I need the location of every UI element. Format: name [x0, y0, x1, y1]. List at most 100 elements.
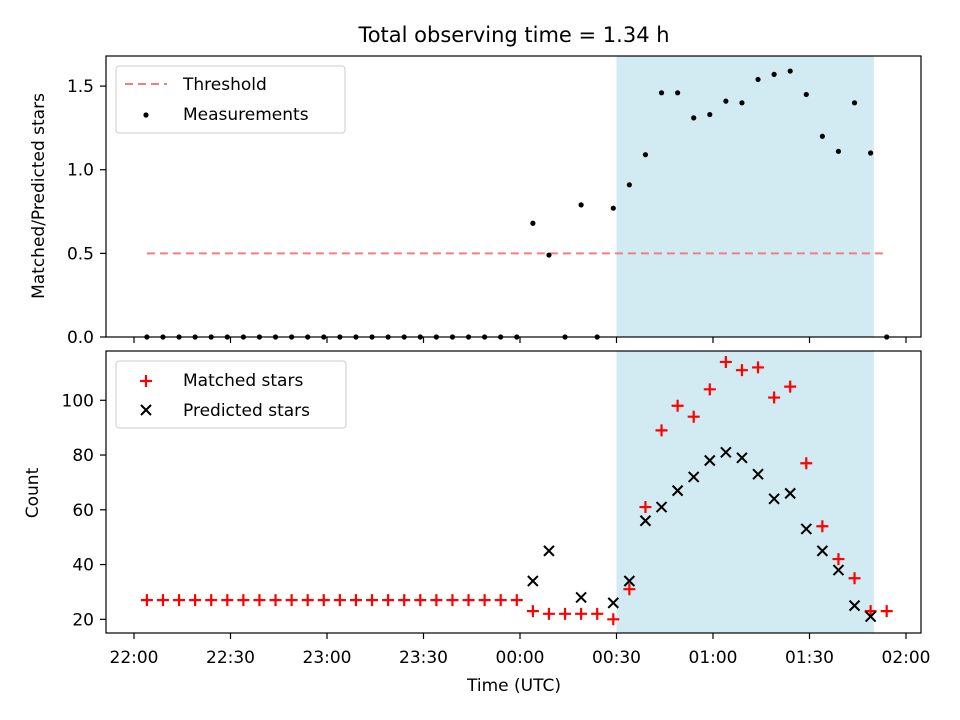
legend-predicted-label: Predicted stars	[183, 401, 310, 421]
matched-star-marker	[189, 594, 202, 607]
y-tick-label: 1.5	[67, 77, 94, 97]
predicted-star-marker	[720, 446, 732, 459]
legend-matched-label: Matched stars	[183, 371, 303, 391]
matched-star-marker	[510, 594, 523, 607]
predicted-star-marker	[687, 471, 700, 483]
matched-star-marker	[832, 553, 845, 566]
measurement-point	[546, 252, 552, 258]
predicted-star-marker	[607, 597, 619, 609]
observing-window-top	[616, 56, 874, 337]
predicted-star-marker	[543, 545, 555, 557]
y-tick-label: 0.0	[67, 328, 94, 348]
predicted-star-marker	[655, 501, 668, 513]
x-tick-label: 02:00	[882, 648, 931, 668]
y-tick-label: 1.0	[67, 161, 94, 181]
y-tick-label: 100	[62, 391, 94, 411]
matched-star-marker	[703, 383, 716, 396]
measurement-point	[723, 98, 729, 104]
x-tick-label: 00:00	[496, 648, 545, 668]
bottom-x-axis: 22:00 22:30 23:00 23:30 00:00 00:30 01:00 01:30…	[110, 633, 931, 668]
x-tick-label: 22:30	[206, 648, 255, 668]
chart-title: Total observing time = 1.34 h	[357, 23, 669, 47]
legend-box	[115, 360, 347, 429]
top-legend: Threshold Measurements	[115, 65, 346, 134]
measurement-point	[755, 76, 761, 83]
matched-star-marker	[366, 594, 379, 607]
matched-star-marker	[864, 605, 877, 618]
measurement-point	[626, 182, 632, 188]
matched-star-marker	[398, 594, 411, 607]
matched-star-marker	[414, 594, 427, 607]
x-tick-label: 00:30	[592, 648, 641, 668]
measurement-point	[868, 150, 874, 156]
matched-star-marker	[221, 594, 234, 607]
matched-star-marker	[205, 594, 218, 607]
top-y-axis-label: Matched/Predicted stars	[29, 93, 49, 299]
matched-star-marker	[655, 424, 668, 437]
measurement-point	[642, 152, 649, 158]
matched-star-marker	[494, 594, 507, 607]
predicted-star-marker	[527, 575, 539, 587]
matched-star-marker	[575, 607, 588, 620]
top-x-axis	[133, 337, 907, 343]
matched-star-marker	[526, 605, 539, 618]
matched-star-marker	[237, 594, 250, 607]
matched-star-marker	[800, 457, 813, 470]
matched-star-marker	[430, 594, 443, 607]
measurement-point	[851, 100, 858, 106]
x-tick-label: 22:00	[110, 648, 159, 668]
top-plot-frame	[105, 55, 922, 338]
matched-star-marker	[301, 594, 314, 607]
matched-star-marker	[607, 613, 620, 626]
observing-window-band	[616, 56, 874, 337]
matched-star-marker	[880, 605, 893, 618]
matched-star-marker	[478, 594, 491, 607]
top-panel: 0.0 0.5 1.0 1.5 Matched/Predicted stars Thr…	[29, 55, 922, 348]
y-tick-label: 40	[72, 556, 94, 576]
measurement-point	[691, 115, 697, 121]
matched-star-markers	[140, 355, 893, 626]
measurement-point	[610, 205, 616, 211]
matched-star-marker	[639, 501, 652, 514]
predicted-star-marker	[784, 487, 796, 500]
predicted-star-marker	[768, 493, 780, 505]
matched-star-marker	[784, 380, 797, 393]
predicted-star-marker	[848, 599, 861, 612]
measurement-point	[658, 90, 665, 96]
legend-threshold-label: Threshold	[182, 75, 267, 95]
x-axis-label: Time (UTC)	[466, 676, 561, 696]
matched-star-marker	[382, 594, 395, 607]
matched-star-marker	[253, 594, 266, 607]
matched-star-marker	[333, 594, 346, 607]
observing-window-bottom	[616, 351, 874, 633]
matched-star-marker	[462, 594, 475, 607]
matched-star-marker	[752, 361, 765, 374]
y-tick-label: 60	[72, 501, 94, 521]
predicted-star-marker	[671, 484, 684, 497]
legend-box	[115, 65, 346, 134]
matched-star-marker	[848, 572, 861, 585]
predicted-star-marker	[816, 545, 829, 557]
x-tick-label: 01:30	[785, 648, 834, 668]
predicted-star-marker	[575, 591, 587, 604]
matched-star-marker	[156, 594, 169, 607]
bottom-plot-frame	[105, 350, 922, 634]
predicted-star-marker	[704, 454, 716, 467]
measurement-point	[675, 90, 681, 96]
matched-star-marker	[719, 355, 732, 368]
matched-star-marker	[349, 594, 362, 607]
predicted-star-marker	[864, 610, 877, 623]
legend-predicted-swatch	[140, 404, 152, 416]
legend-measurement-swatch	[143, 112, 149, 118]
measurement-point	[819, 133, 825, 139]
y-tick-label: 0.5	[67, 244, 94, 264]
matched-star-marker	[591, 607, 604, 620]
measurement-point	[803, 91, 809, 98]
measurement-point	[707, 111, 713, 118]
legend-matched-swatch	[140, 375, 152, 387]
matched-star-marker	[559, 607, 572, 620]
x-tick-label: 23:00	[303, 648, 352, 668]
predicted-star-marker	[623, 575, 636, 587]
bottom-y-axis: 20 40 60 80 100	[62, 391, 106, 630]
